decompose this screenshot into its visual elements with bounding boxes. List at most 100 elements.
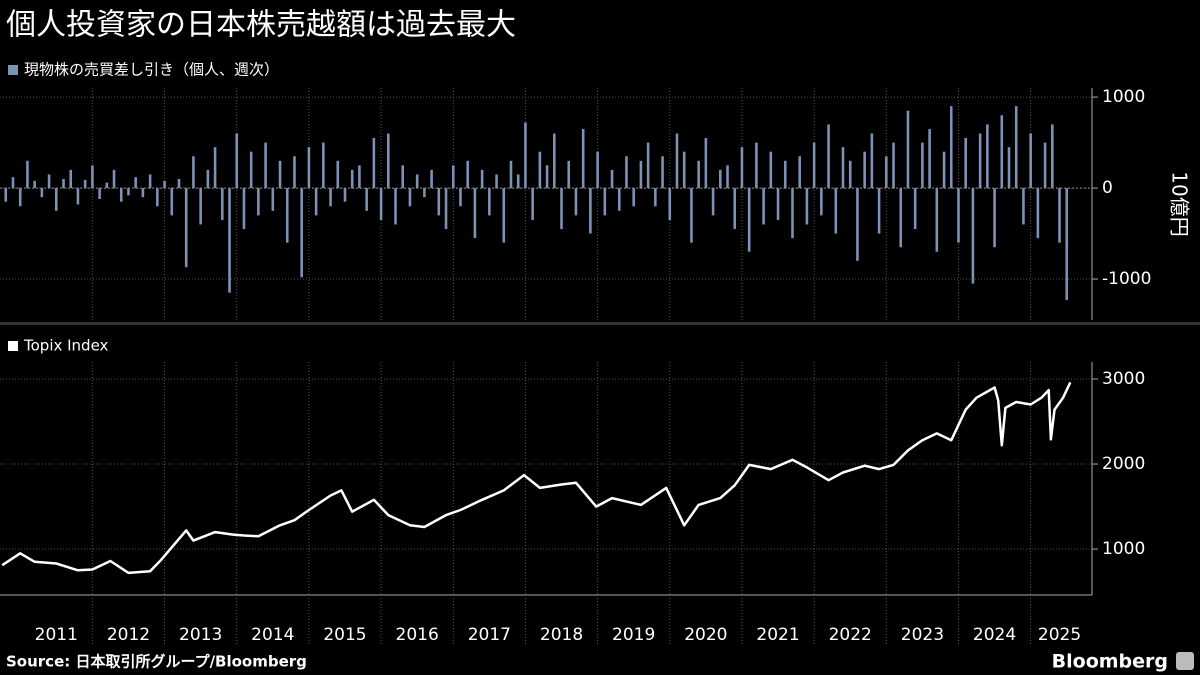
bar	[415, 174, 419, 189]
bar	[646, 142, 650, 189]
bar	[747, 188, 751, 252]
bar	[199, 188, 202, 225]
bar	[1014, 106, 1018, 189]
bar	[863, 151, 866, 189]
bar	[885, 156, 888, 189]
bar	[834, 188, 838, 234]
bar	[148, 174, 152, 189]
y-axis-label: 10億円	[1168, 171, 1192, 236]
bar	[314, 188, 318, 216]
x-tick-label: 2023	[901, 625, 944, 645]
bar	[1043, 142, 1047, 189]
bar	[192, 156, 195, 189]
bar	[545, 165, 549, 189]
bar	[350, 169, 354, 189]
bar	[451, 165, 455, 189]
bar	[978, 133, 982, 189]
bar	[856, 188, 859, 261]
y-tick-label: 1000	[1102, 539, 1145, 559]
bar	[957, 188, 960, 243]
bar	[4, 188, 8, 202]
bar	[33, 180, 36, 189]
x-tick-label: 2024	[973, 625, 1016, 645]
bar	[213, 147, 217, 189]
bar	[379, 188, 383, 220]
bar	[112, 169, 116, 189]
logo-icon	[1176, 652, 1194, 670]
bar	[755, 142, 758, 189]
bar	[141, 188, 145, 198]
bar	[271, 188, 275, 211]
x-tick-label: 2019	[612, 625, 655, 645]
bar	[971, 188, 975, 284]
branding: Bloomberg	[1052, 651, 1168, 673]
bar	[329, 188, 332, 207]
bar	[372, 138, 376, 189]
bar	[394, 188, 397, 225]
bar	[848, 160, 852, 189]
bar	[1000, 115, 1004, 189]
bar	[509, 160, 513, 189]
bar	[791, 188, 794, 239]
bar	[170, 188, 174, 216]
legend-swatch	[8, 65, 18, 75]
bar	[285, 188, 289, 243]
bar	[249, 151, 253, 189]
bar	[964, 138, 967, 189]
bar	[986, 124, 989, 189]
legend-label: 現物株の売買差し引き（個人、週次）	[24, 61, 279, 79]
bar	[184, 188, 188, 268]
bar	[83, 179, 87, 189]
x-tick-label: 2016	[396, 625, 439, 645]
bar	[740, 147, 744, 189]
bar	[560, 188, 563, 230]
bar	[488, 188, 491, 216]
bar	[76, 188, 80, 205]
bar	[928, 128, 931, 189]
bar	[654, 188, 657, 207]
bar	[459, 188, 462, 207]
x-tick-label: 2017	[468, 625, 511, 645]
bar	[617, 188, 621, 211]
bar	[365, 188, 368, 211]
bar	[711, 188, 715, 216]
bar	[1007, 147, 1011, 189]
line	[1, 381, 1072, 575]
bar	[690, 188, 693, 243]
bar	[69, 169, 73, 189]
bar	[524, 122, 527, 189]
bar	[769, 151, 773, 189]
bar	[423, 188, 426, 198]
bar	[798, 156, 801, 189]
bar	[1058, 188, 1061, 243]
panel-separator	[0, 322, 1200, 325]
bar	[596, 151, 599, 189]
bar	[733, 188, 737, 230]
x-tick-label: 2014	[251, 625, 294, 645]
bar	[993, 188, 996, 248]
bar	[307, 147, 311, 189]
bar	[278, 160, 282, 189]
bar	[661, 156, 664, 189]
bar	[574, 188, 578, 216]
bar	[949, 106, 953, 189]
bar	[293, 156, 296, 189]
bar	[704, 138, 708, 189]
y-tick-label: -1000	[1102, 269, 1151, 289]
bar	[675, 133, 679, 189]
bar	[300, 188, 303, 278]
bar	[877, 188, 881, 234]
bar	[538, 151, 542, 189]
bar	[913, 188, 917, 230]
bar	[776, 188, 780, 220]
bar	[567, 160, 571, 189]
bar	[336, 160, 340, 189]
bar	[18, 188, 22, 207]
bar	[1065, 188, 1069, 300]
bar	[553, 133, 556, 189]
bar	[805, 188, 809, 225]
bar	[444, 188, 448, 230]
y-tick-label: 0	[1102, 178, 1113, 198]
